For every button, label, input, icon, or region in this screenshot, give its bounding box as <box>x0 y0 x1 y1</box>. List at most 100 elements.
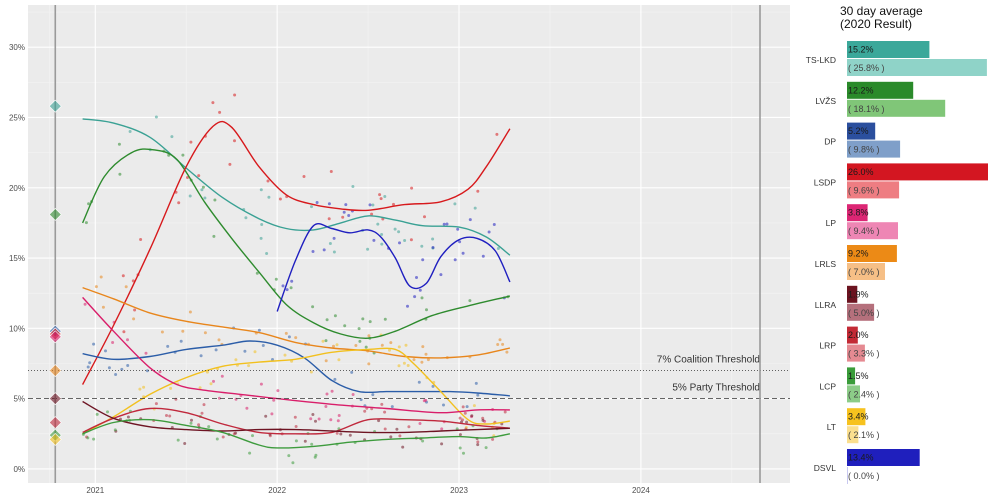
poll-point <box>253 350 257 354</box>
poll-point <box>413 295 417 299</box>
poll-point <box>442 222 446 226</box>
poll-point <box>87 202 91 206</box>
poll-point <box>177 201 181 205</box>
poll-point <box>311 250 315 253</box>
election-result-marker <box>48 364 62 377</box>
poll-point <box>190 418 193 422</box>
poll-point <box>247 364 251 368</box>
y-tick-label: 10% <box>9 324 25 333</box>
poll-point <box>309 370 313 374</box>
party-label: DP <box>824 137 836 147</box>
poll-point <box>209 382 213 386</box>
poll-point <box>458 416 462 420</box>
trend-line-lrp <box>82 407 510 435</box>
poll-point <box>86 365 90 369</box>
poll-point <box>214 348 218 352</box>
poll-point <box>390 405 394 409</box>
poll-point <box>181 153 185 157</box>
poll-point <box>371 393 375 397</box>
poll-point <box>342 210 346 214</box>
poll-point <box>473 206 477 210</box>
party-label: LVŽS <box>815 96 836 106</box>
poll-point <box>496 247 500 250</box>
poll-point <box>367 334 371 338</box>
poll-point <box>377 419 381 423</box>
poll-point <box>144 351 148 355</box>
poll-point <box>314 419 317 423</box>
poll-point <box>492 223 496 226</box>
poll-point <box>189 140 193 144</box>
poll-point <box>133 308 137 312</box>
poll-point <box>417 380 421 384</box>
poll-point <box>337 358 341 362</box>
y-tick-label: 5% <box>13 395 25 404</box>
bar-result-dsvl <box>847 467 848 484</box>
plot-panel <box>28 5 790 483</box>
poll-point <box>213 198 217 202</box>
poll-point <box>361 317 365 321</box>
x-tick-label: 2023 <box>450 486 468 495</box>
poll-point <box>260 223 264 226</box>
poll-point <box>324 359 328 363</box>
poll-point <box>270 412 274 416</box>
bar-result-label: ( 7.0% ) <box>848 267 880 277</box>
bar-result-label: ( 9.6% ) <box>848 185 880 195</box>
poll-point <box>234 431 238 435</box>
poll-point <box>145 369 149 373</box>
poll-point <box>453 202 457 206</box>
poll-point <box>481 418 485 422</box>
poll-point <box>126 338 129 342</box>
poll-point <box>392 202 395 206</box>
poll-point <box>336 419 340 423</box>
poll-point <box>332 250 336 254</box>
bar-result-lp <box>847 222 898 240</box>
poll-point <box>217 396 221 400</box>
bar-average-label: 15.2% <box>848 45 874 55</box>
poll-point <box>395 427 399 431</box>
poll-point <box>348 433 352 437</box>
trend-line-ts-lkd <box>82 118 511 256</box>
poll-point <box>420 360 424 364</box>
poll-point <box>344 203 348 207</box>
party-label: LP <box>826 218 837 228</box>
poll-point <box>138 387 142 391</box>
poll-point <box>117 142 121 146</box>
poll-point <box>142 385 146 389</box>
poll-point <box>259 188 263 192</box>
poll-point <box>421 258 425 262</box>
election-result-marker <box>48 99 62 113</box>
poll-point <box>456 227 460 231</box>
bar-average-lp <box>847 204 868 222</box>
poll-point <box>92 437 96 441</box>
bar-average-lsdp <box>847 163 988 181</box>
trend-line-lp <box>82 296 510 414</box>
bar-average-ts-lkd <box>847 41 930 58</box>
poll-point <box>495 132 499 136</box>
poll-point <box>327 217 331 221</box>
poll-point <box>203 196 207 200</box>
poll-point <box>398 434 402 438</box>
poll-point <box>468 299 472 303</box>
party-label: LLRA <box>815 300 837 310</box>
poll-point <box>403 239 407 242</box>
election-result-marker <box>48 392 62 406</box>
bar-chart-subtitle: (2020 Result) <box>840 17 912 31</box>
y-axis: 0% 5% 10% 15% 20% 25% 30% <box>9 43 25 474</box>
poll-point <box>183 442 187 445</box>
poll-point <box>271 358 274 361</box>
poll-point <box>128 130 132 133</box>
poll-point <box>189 421 193 425</box>
poll-point <box>276 389 280 393</box>
poll-point <box>266 179 270 183</box>
bar-average-label: 13.4% <box>848 453 874 463</box>
poll-point <box>368 320 372 324</box>
poll-point <box>406 364 410 367</box>
trend-line-lvžs <box>81 148 511 339</box>
bar-result-label: ( 25.8% ) <box>848 63 885 73</box>
poll-point <box>431 246 435 249</box>
poll-point <box>358 339 362 343</box>
threshold-label: 5% Party Threshold <box>672 383 760 394</box>
poll-point <box>124 285 128 289</box>
trend-lines <box>81 118 511 449</box>
